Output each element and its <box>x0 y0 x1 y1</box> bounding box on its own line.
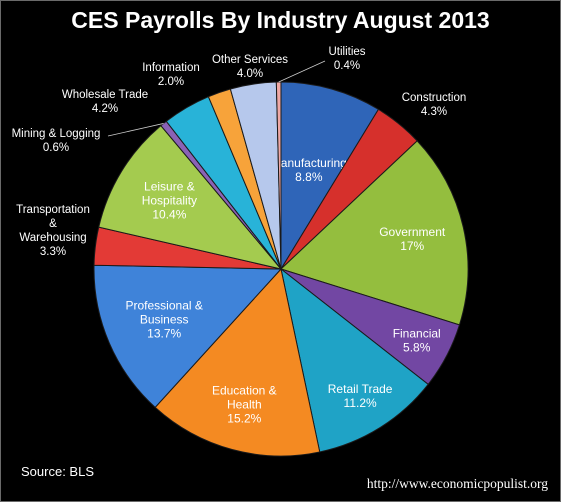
slice-name-label: Mining & Logging <box>12 128 101 140</box>
slice-name-label: Health <box>227 397 262 411</box>
slice-label: Government 17% <box>379 225 446 253</box>
slice-label: Manufacturing 8.8% <box>271 156 347 184</box>
slice-name-label: Business <box>140 312 189 326</box>
slice-name-label: Leisure & <box>144 180 195 194</box>
slice-label: Construction 4.3% <box>402 92 467 118</box>
slice-value-label: 4.3% <box>421 106 447 118</box>
slice-name-label: Utilities <box>328 46 365 58</box>
slice-value-label: 8.8% <box>295 170 323 184</box>
slice-name-label: Manufacturing <box>271 156 347 170</box>
slice-label: Financial 5.8% <box>393 326 441 354</box>
slice-label: Retail Trade 11.2% <box>328 382 393 410</box>
slice-name-label: Government <box>379 225 446 239</box>
slice-value-label: 11.2% <box>344 396 377 410</box>
slice-name-label: Construction <box>402 92 467 104</box>
slice-label: Information 2.0% <box>142 62 200 88</box>
slice-value-label: 10.4% <box>152 208 186 222</box>
slice-value-label: 4.2% <box>92 103 118 115</box>
pie-slice-leisure-hospitality <box>98 124 283 270</box>
slice-name-label: Hospitality <box>142 194 197 208</box>
pie-slice-education-health <box>154 267 321 457</box>
slice-value-label: 0.6% <box>43 142 69 154</box>
slice-label: Education & Health 15.2% <box>212 383 277 425</box>
slice-name-label: Retail Trade <box>328 382 393 396</box>
slice-value-label: 5.8% <box>403 340 431 354</box>
slice-name-label: Information <box>142 62 200 74</box>
slice-label: Wholesale Trade 4.2% <box>62 89 148 115</box>
slice-name-label: Warehousing <box>19 232 86 244</box>
pie-slice-professional-business <box>93 264 283 409</box>
slice-label: Professional & Business 13.7% <box>126 298 203 340</box>
pie-slice-retail-trade <box>280 267 429 453</box>
pie-slice-manufacturing <box>280 81 380 271</box>
slice-value-label: 3.3% <box>40 246 66 258</box>
slice-label: Transportation & Warehousing 3.3% <box>16 204 90 258</box>
slice-name-label: Transportation <box>16 204 90 216</box>
slice-name-label: Financial <box>393 326 441 340</box>
slice-value-label: 2.0% <box>158 76 184 88</box>
slice-value-label: 4.0% <box>237 68 263 80</box>
slice-label: Mining & Logging 0.6% <box>12 128 101 154</box>
slice-label: Other Services 4.0% <box>212 54 288 80</box>
slice-value-label: 17% <box>400 239 424 253</box>
slice-label: Leisure & Hospitality 10.4% <box>142 180 197 222</box>
source-url: http://www.economicpopulist.org <box>366 476 548 491</box>
slice-value-label: 0.4% <box>334 60 360 72</box>
slice-name-label: Education & <box>212 383 277 397</box>
slice-value-label: 13.7% <box>147 326 181 340</box>
slice-label: Utilities 0.4% <box>328 46 365 72</box>
slice-name-label: & <box>49 218 57 230</box>
slice-value-label: 15.2% <box>227 411 261 425</box>
slice-name-label: Other Services <box>212 54 288 66</box>
slice-name-label: Wholesale Trade <box>62 89 148 101</box>
leader-line <box>278 60 326 83</box>
chart-title: CES Payrolls By Industry August 2013 <box>71 7 490 33</box>
leader-line <box>107 123 164 137</box>
source-note: Source: BLS <box>21 464 94 479</box>
slice-name-label: Professional & <box>126 298 203 312</box>
pie-slice-government <box>280 140 469 326</box>
